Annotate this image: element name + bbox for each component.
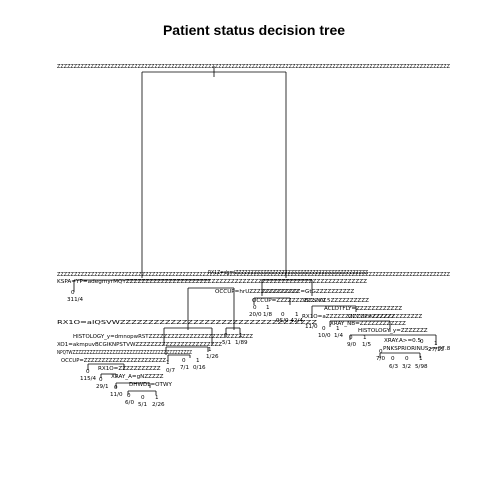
- aclot-label: ACLOTFLY=ZZZZZZZZZZZZ: [324, 306, 402, 312]
- occup-c-label: OCCUP=ZZZZZZZZZZZZZZZZZZZZZZZ: [61, 358, 166, 364]
- xray-b: XRAY.A>=0.5: [384, 338, 421, 344]
- npqt-split-label: NPQTWZZZZZZZZZZZZZZZZZZZZZZZZZZZZZZZZZZZ…: [57, 350, 192, 356]
- one-d: 1: [336, 326, 340, 332]
- zero-q: 0: [127, 393, 131, 399]
- leaf-100: 10/0: [318, 333, 331, 339]
- zero-p: 0: [114, 385, 118, 391]
- one-b: 1: [266, 305, 270, 311]
- zero-m: 1: [166, 360, 170, 366]
- leaf-95: 9S/0 42/4: [276, 318, 303, 324]
- occup-d-label: OCCUP=ZZZZZZZZZZZZZ: [348, 314, 422, 320]
- chart-title: Patient status decision tree: [162, 22, 346, 38]
- occup-b-label: OCCUP=ZZZZZZZZZZZZZ: [252, 298, 326, 304]
- zero-j: 0: [224, 333, 228, 339]
- rxa-split: RX1O=ZZZZZZZZZZZ: [98, 366, 161, 372]
- zero-label: 0: [71, 290, 75, 296]
- occup-d-r: XRAY_NB=ZZZZZZZZZZZZ: [330, 321, 406, 327]
- leaf-32: 3/2: [402, 364, 411, 370]
- histology-b: HISTOLOGY_y=ZZZZZZZ: [358, 328, 428, 334]
- leaf-598: 5/98: [415, 364, 428, 370]
- leaf-07: 0/7: [166, 368, 175, 374]
- leaf-115: 115/4: [80, 376, 97, 382]
- leaf-71: 7/1: [180, 365, 189, 371]
- leaf-15: 1/5: [362, 342, 371, 348]
- one-l: 1: [196, 358, 200, 364]
- one-i: 1: [419, 356, 423, 362]
- pnksp-label: PNKSPRIORINUS>=87.8: [383, 346, 451, 352]
- leaf-60: 6/0: [125, 400, 134, 406]
- rx1o-split-label: RX1O=aIQSVWZZZZZZZZZZZZZZZZZZZZZZZZZZZZZ…: [57, 320, 317, 326]
- one-k: 1: [208, 347, 212, 353]
- zero-c: 0: [281, 312, 285, 318]
- one-c: 1: [295, 312, 299, 318]
- mid-split-label: RX1Z=dgmlZZZZZZZZZZZZZZZZZZZZZZZZZZZZZZZ…: [208, 270, 368, 276]
- zero-b: 0: [253, 305, 257, 311]
- ksp-split-label: KSPA=YP=adegmyrMQYZZZZZZZZZZZZZZZZZZZZZZ…: [57, 279, 367, 285]
- zero-l: 0: [182, 358, 186, 364]
- one-e: 1: [363, 335, 367, 341]
- rxa-b: XRAY_A=gNZZZZZ: [111, 374, 164, 380]
- zero-r: 0: [141, 395, 145, 401]
- leaf-14: 1/4: [334, 333, 343, 339]
- occup-b-r: IBZ>=0.5ZZZZZZZZZZ: [303, 298, 369, 304]
- zero-e: 0: [349, 335, 353, 341]
- histology-split-label: HISTOLOGY_y=dmnopwRSTZZZZZZZZZZZZZZZZZZZ…: [73, 334, 253, 340]
- occup-split-label: OCCUP=hrUZZZZZZZZZZZZZ: [215, 289, 299, 295]
- leaf-70: 7/0: [376, 356, 385, 362]
- leaf-189: 1/89: [235, 340, 248, 346]
- leaf-291: 29/1: [96, 384, 109, 390]
- leaf-121: 5/1: [222, 340, 231, 346]
- zero-g: 0: [379, 349, 383, 355]
- leaf-110b: 11/0: [305, 324, 318, 330]
- occup-split-r: ZZZZZZZZZZ=GtGZZZZZZZZZZ: [262, 289, 354, 295]
- leaf-016: 0/16: [193, 365, 206, 371]
- leaf-2715: 27/15: [428, 347, 445, 353]
- rx1o-right-label: RX1O=aZZZZZZZZZZZZZZZZZZ: [302, 314, 395, 320]
- left-split-label: ZZZZZZZZZZZZZZZZZZZZZZZZZZZZZZZZZZZZZZZZ…: [57, 272, 450, 278]
- leaf-18: 1/8: [263, 312, 272, 318]
- leaf-126: 1/26: [206, 354, 219, 360]
- one-f: 1: [434, 341, 438, 347]
- root-split-label: ZZZZZZZZZZZZZZZZZZZZZZZZZZZZZZZZZZZZZZZZ…: [57, 64, 450, 70]
- leaf-51: 5/1: [138, 402, 147, 408]
- one-j: 1: [239, 333, 243, 339]
- xo-split-label: XO1=akmpuvBCGIKNPSTVWZZZZZZZZZZZZZZZZZZZ…: [57, 342, 222, 348]
- leaf-20: 20/0: [249, 312, 262, 318]
- leaf-110: 11/0: [110, 392, 123, 398]
- one-r: 1: [155, 395, 159, 401]
- zero-h: 0: [391, 356, 395, 362]
- zero-n: 0: [86, 369, 90, 375]
- leaf-90: 9/0: [347, 342, 356, 348]
- rxa-c: DHWDL=OTWY: [129, 382, 173, 388]
- zero-f: 0: [420, 339, 424, 345]
- zero-d: 0: [322, 326, 326, 332]
- leaf-63: 6/3: [389, 364, 398, 370]
- zero-o: 0: [99, 377, 103, 383]
- leaf-226: 2/26: [152, 402, 165, 408]
- leaf-311: 311/4: [67, 297, 84, 303]
- zero-i: 0: [405, 356, 409, 362]
